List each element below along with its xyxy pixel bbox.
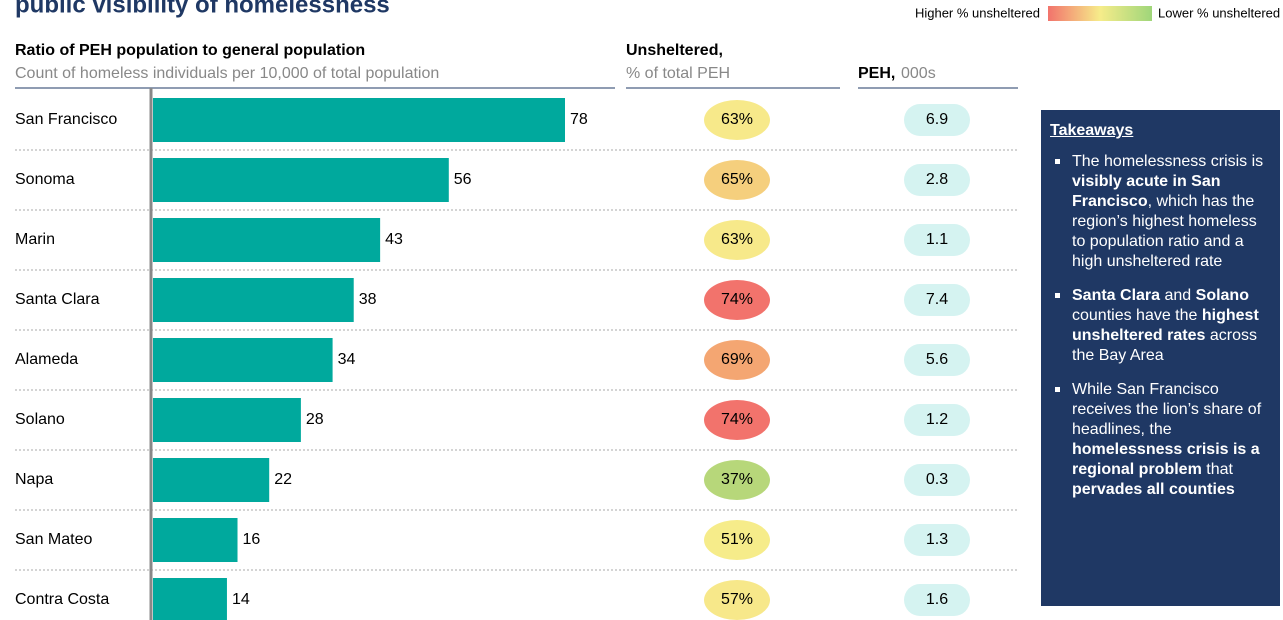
unsheltered-label: 63%: [721, 111, 753, 128]
unsheltered-label: 63%: [721, 231, 753, 248]
peh-header: PEH,: [858, 65, 895, 82]
takeaway-text: Solano: [1195, 287, 1249, 304]
takeaways-list: The homelessness crisis is visibly acute…: [1050, 152, 1272, 500]
peh-badge: [904, 464, 970, 496]
unsheltered-badge: [704, 280, 770, 320]
category-label: Sonoma: [15, 171, 75, 188]
data-label: 38: [359, 291, 377, 308]
bar: [153, 398, 301, 442]
unsheltered-label: 57%: [721, 591, 753, 608]
takeaway-text: While San Francisco receives the lion’s …: [1072, 381, 1262, 438]
unsheltered-label: 74%: [721, 291, 753, 308]
bar: [153, 98, 565, 142]
takeaway-text: The homelessness crisis is: [1072, 153, 1264, 170]
chart-title: public visibility of homelessness: [15, 0, 390, 18]
category-label: San Mateo: [15, 531, 92, 548]
unsheltered-label: 74%: [721, 411, 753, 428]
bar-header: Ratio of PEH population to general popul…: [15, 42, 365, 59]
data-label: 22: [274, 471, 292, 488]
bar: [153, 338, 333, 382]
unsheltered-badge: [704, 220, 770, 260]
unsheltered-label: 69%: [721, 351, 753, 368]
peh-label: 0.3: [926, 471, 948, 488]
takeaway-text: pervades all counties: [1072, 481, 1235, 498]
category-label: Napa: [15, 471, 53, 488]
peh-label: 6.9: [926, 111, 948, 128]
data-label: 34: [338, 351, 356, 368]
data-label: 43: [385, 231, 403, 248]
peh-badge: [904, 584, 970, 616]
unsheltered-badge: [704, 340, 770, 380]
bar: [153, 518, 238, 562]
data-label: 16: [243, 531, 261, 548]
data-label: 56: [454, 171, 472, 188]
unsheltered-badge: [704, 160, 770, 200]
bar: [153, 578, 227, 620]
legend-gradient: [1048, 6, 1152, 21]
peh-badge: [904, 524, 970, 556]
takeaway: Santa Clara and Solano counties have the…: [1055, 286, 1272, 366]
peh-subheader: 000s: [901, 65, 936, 82]
unsheltered-badge: [704, 580, 770, 620]
takeaway-text: Santa Clara: [1072, 287, 1161, 304]
peh-label: 7.4: [926, 291, 948, 308]
unsheltered-badge: [704, 520, 770, 560]
takeaway-text: counties have the: [1072, 307, 1202, 324]
takeaway-text: visibly acute in San Francisco: [1072, 173, 1221, 210]
takeaway-text: highest unsheltered rates: [1072, 307, 1259, 344]
peh-label: 1.3: [926, 531, 948, 548]
category-label: Contra Costa: [15, 591, 109, 608]
category-label: Santa Clara: [15, 291, 100, 308]
peh-label: 1.1: [926, 231, 948, 248]
takeaway: The homelessness crisis is visibly acute…: [1055, 152, 1272, 272]
peh-badge: [904, 104, 970, 136]
data-label: 28: [306, 411, 324, 428]
data-label: 78: [570, 111, 588, 128]
bar: [153, 218, 381, 262]
unsheltered-label: 51%: [721, 531, 753, 548]
category-label: Solano: [15, 411, 65, 428]
peh-badge: [904, 224, 970, 256]
peh-badge: [904, 344, 970, 376]
peh-label: 5.6: [926, 351, 948, 368]
unsheltered-header: Unsheltered,: [626, 42, 723, 59]
peh-badge: [904, 284, 970, 316]
bar: [153, 458, 270, 502]
takeaways-panel: Takeaways The homelessness crisis is vis…: [1041, 110, 1280, 606]
unsheltered-label: 65%: [721, 171, 753, 188]
takeaway-text: homelessness crisis is a regional proble…: [1072, 441, 1260, 478]
category-label: Marin: [15, 231, 55, 248]
bar: [153, 278, 354, 322]
takeaway-text: and: [1160, 287, 1196, 304]
takeaway: While San Francisco receives the lion’s …: [1055, 380, 1272, 500]
category-label: Alameda: [15, 351, 78, 368]
data-label: 14: [232, 591, 250, 608]
takeaways-title: Takeaways: [1050, 122, 1134, 139]
unsheltered-badge: [704, 460, 770, 500]
legend-high: Higher % unsheltered: [915, 5, 1040, 20]
takeaway-text: , which has the region’s highest homeles…: [1072, 193, 1257, 270]
peh-label: 2.8: [926, 171, 948, 188]
bar: [153, 158, 449, 202]
takeaway-text: that: [1201, 461, 1233, 478]
unsheltered-subheader: % of total PEH: [626, 65, 730, 82]
category-label: San Francisco: [15, 111, 117, 128]
unsheltered-badge: [704, 400, 770, 440]
bar-subheader: Count of homeless individuals per 10,000…: [15, 65, 439, 82]
unsheltered-badge: [704, 100, 770, 140]
peh-label: 1.2: [926, 411, 948, 428]
legend-low: Lower % unsheltered: [1158, 5, 1280, 20]
takeaway-text: across the Bay Area: [1072, 327, 1257, 364]
peh-label: 1.6: [926, 591, 948, 608]
unsheltered-label: 37%: [721, 471, 753, 488]
peh-badge: [904, 404, 970, 436]
peh-badge: [904, 164, 970, 196]
